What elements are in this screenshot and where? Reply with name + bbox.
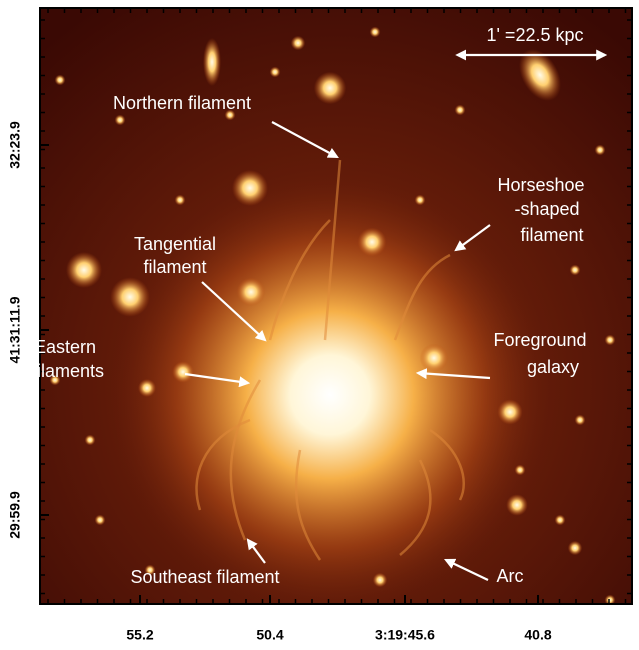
star	[594, 144, 606, 156]
star	[110, 277, 150, 317]
annotation-arrow	[271, 121, 339, 159]
annotation-arrow	[415, 368, 491, 380]
star	[357, 227, 387, 257]
annotation-label: Arc	[497, 566, 524, 586]
annotation-arrow	[454, 224, 491, 252]
star	[604, 594, 616, 604]
star	[372, 572, 388, 588]
star	[313, 71, 347, 105]
scale-label: 1' =22.5 kpc	[486, 25, 583, 45]
annotation-label: filament	[143, 257, 206, 277]
annotation-arrow	[246, 538, 266, 564]
annotation-label: Southeast filament	[130, 567, 279, 587]
star	[138, 379, 156, 397]
annotation-label: filaments	[32, 361, 104, 381]
y-tick-label: 41:31:11.9	[7, 296, 23, 363]
star	[414, 194, 426, 206]
star	[114, 114, 126, 126]
star	[419, 343, 449, 373]
image	[40, 8, 632, 604]
annotation-label: Eastern	[34, 337, 96, 357]
annotation-label: Tangential	[134, 234, 216, 254]
annotation-label: -shaped	[514, 199, 579, 219]
star	[236, 277, 266, 307]
star	[567, 540, 583, 556]
star	[497, 399, 523, 425]
annotation-label: Northern filament	[113, 93, 251, 113]
star	[290, 35, 306, 51]
y-tick-label: 29:59.9	[7, 491, 23, 539]
star	[84, 434, 96, 446]
star	[94, 514, 106, 526]
annotation-label: Horseshoe	[497, 175, 584, 195]
star	[554, 514, 566, 526]
x-tick-label: 40.8	[524, 627, 551, 643]
star	[569, 264, 581, 276]
annotation-arrow	[444, 558, 489, 581]
star	[604, 334, 616, 346]
annotation-arrow	[184, 372, 251, 388]
annotation-label: galaxy	[527, 357, 579, 377]
star	[574, 414, 586, 426]
x-tick-label: 3:19:45.6	[375, 627, 435, 643]
star	[232, 170, 268, 206]
star	[49, 374, 61, 386]
x-tick-label: 55.2	[126, 627, 153, 643]
star	[369, 26, 381, 38]
star	[269, 66, 281, 78]
star	[224, 109, 236, 121]
star	[172, 361, 194, 383]
star	[66, 252, 102, 288]
star	[54, 74, 66, 86]
x-tick-label: 50.4	[256, 627, 283, 643]
star	[144, 564, 156, 576]
star	[454, 104, 466, 116]
star	[514, 464, 526, 476]
y-tick-label: 32:23.9	[7, 121, 23, 169]
annotation-arrow	[201, 281, 267, 342]
star	[174, 194, 186, 206]
star	[506, 494, 528, 516]
annotation-label: Foreground	[493, 330, 586, 350]
annotation-label: filament	[520, 225, 583, 245]
